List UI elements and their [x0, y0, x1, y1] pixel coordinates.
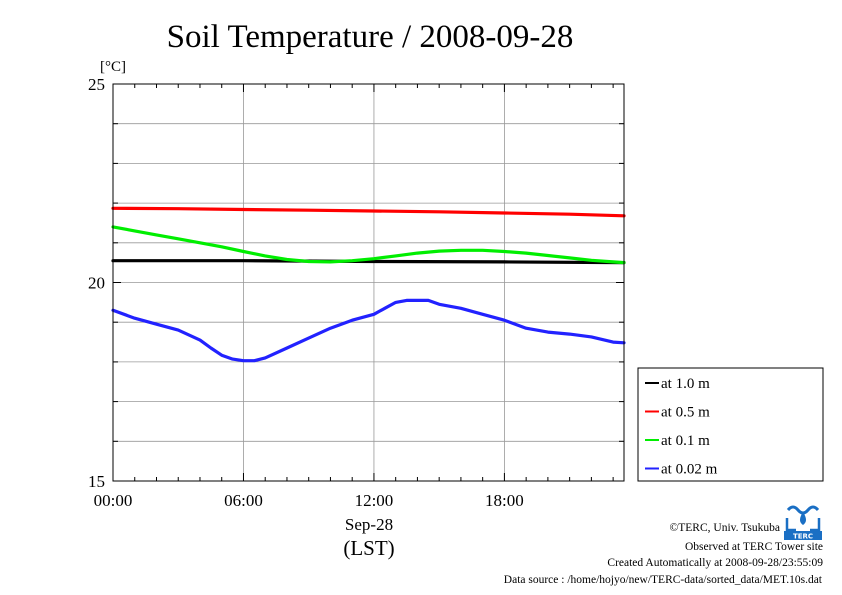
footer-created: Created Automatically at 2008-09-28/23:5…	[607, 557, 823, 569]
footer-copyright: ©TERC, Univ. Tsukuba	[670, 522, 780, 534]
legend-label: at 1.0 m	[661, 376, 710, 392]
y-tick-label: 20	[88, 274, 105, 293]
legend-label: at 0.5 m	[661, 405, 710, 421]
series-line-1	[113, 208, 624, 216]
chart-title: Soil Temperature / 2008-09-28	[167, 19, 574, 55]
x-tick-label: 06:00	[224, 491, 263, 510]
x-tick-label: 18:00	[485, 491, 524, 510]
x-tick-label: 12:00	[355, 491, 394, 510]
legend-label: at 0.1 m	[661, 433, 710, 449]
series-line-2	[113, 227, 624, 263]
grid-lines	[113, 84, 624, 481]
logo-text: TERC	[793, 533, 813, 541]
y-tick-label: 25	[88, 75, 105, 94]
footer-observed: Observed at TERC Tower site	[685, 541, 823, 553]
footer-source: Data source : /home/hojyo/new/TERC-data/…	[504, 574, 823, 586]
terc-logo: TERC	[784, 504, 822, 541]
axis-ticks: 15 20 25 00:00 06:00 12:00 18:00	[88, 75, 624, 510]
soil-temperature-chart: Soil Temperature / 2008-09-28 [°C] 15 20 2…	[0, 0, 842, 595]
legend-label: at 0.02 m	[661, 462, 718, 478]
series-line-0	[113, 261, 624, 263]
series-lines	[113, 208, 624, 360]
y-tick-label: 15	[88, 472, 105, 491]
x-axis-timezone-label: (LST)	[343, 536, 394, 560]
series-line-3	[113, 300, 624, 360]
x-axis-date-label: Sep-28	[345, 515, 393, 534]
x-tick-label: 00:00	[94, 491, 133, 510]
y-axis-unit-label: [°C]	[100, 59, 126, 75]
legend: at 1.0 m at 0.5 m at 0.1 m at 0.02 m	[638, 368, 823, 481]
